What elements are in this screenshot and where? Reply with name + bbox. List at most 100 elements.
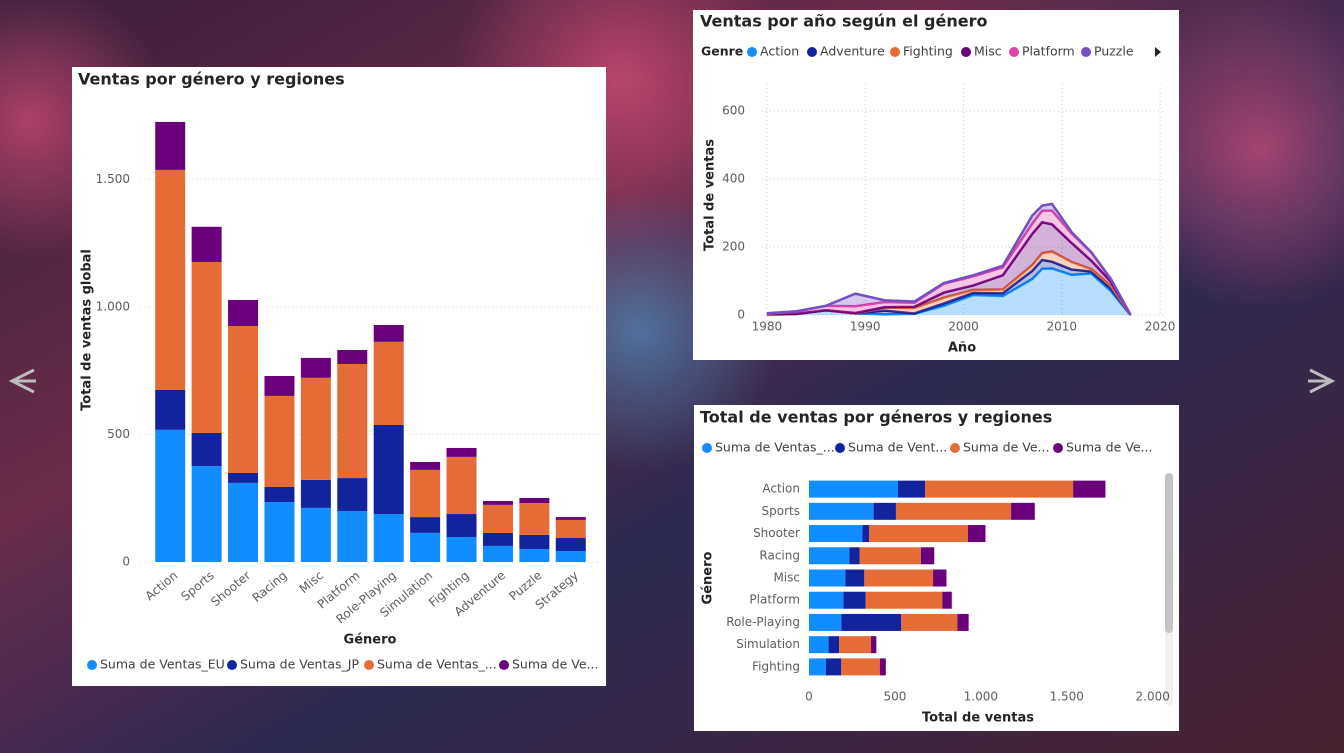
x-axis-title: Género	[344, 633, 397, 648]
scrollbar[interactable]	[1165, 473, 1173, 633]
legend-label: Platform	[1022, 44, 1075, 59]
bar-segment	[845, 569, 865, 587]
legend-label: Suma de Ve...	[512, 657, 598, 672]
y-tick-label: Misc	[773, 571, 800, 585]
area-fill	[766, 268, 1131, 315]
bar-segment	[957, 613, 969, 631]
bar-segment	[519, 497, 550, 504]
bar-segment	[873, 502, 896, 520]
x-tick-label: 1.000	[964, 690, 998, 704]
bar-segment	[228, 482, 259, 562]
chart-title: Ventas por género y regiones	[78, 70, 345, 89]
bar-segment	[264, 502, 295, 562]
legend-marker	[1009, 47, 1019, 57]
bar-segment	[849, 547, 860, 565]
bar-segment	[555, 551, 586, 562]
bar-segment	[555, 517, 586, 520]
bar-segment	[809, 613, 842, 631]
bar-segment	[901, 613, 958, 631]
area-fill	[766, 259, 1131, 315]
legend-marker	[364, 660, 374, 670]
bar-segment	[1011, 502, 1035, 520]
legend-label: Suma de Ventas_EU	[100, 657, 225, 672]
legend-title: Genre	[701, 44, 743, 59]
bar-segment	[898, 480, 925, 498]
bar-segment	[337, 364, 368, 479]
bar-segment	[841, 613, 902, 631]
legend-scroll-arrow[interactable]	[1155, 47, 1161, 57]
bar-segment	[809, 502, 874, 520]
bar-segment	[871, 636, 877, 654]
legend-marker	[499, 660, 509, 670]
area-fill	[766, 222, 1131, 315]
y-tick-label: Shooter	[753, 526, 800, 540]
legend-marker	[702, 443, 712, 453]
bar-segment	[446, 456, 477, 515]
bar-segment	[862, 525, 869, 543]
x-tick-label: 0	[805, 690, 813, 704]
bar-segment	[228, 326, 259, 473]
y-axis-title: Género	[701, 551, 716, 604]
area-line	[766, 220, 1132, 316]
bar-segment	[228, 299, 259, 327]
bar-segment	[446, 514, 477, 537]
bar-segment	[191, 226, 222, 262]
x-tick-label: 2020	[1145, 320, 1176, 334]
legend-label: Action	[760, 44, 799, 59]
y-tick-label: Simulation	[736, 637, 800, 651]
bar-segment	[410, 469, 441, 518]
legend-marker	[747, 47, 757, 57]
bar-segment	[839, 636, 872, 654]
bar-segment	[967, 525, 986, 543]
chart-title: Total de ventas por géneros y regiones	[700, 408, 1052, 427]
bar-segment	[841, 658, 880, 676]
bar-segment	[264, 486, 295, 503]
bar-segment	[825, 658, 842, 676]
y-tick-label: 1.500	[96, 172, 130, 186]
legend-label: Adventure	[820, 44, 885, 59]
legend-marker	[950, 443, 960, 453]
bar-segment	[843, 591, 866, 609]
bar-segment	[809, 480, 899, 498]
legend-label: Suma de Ventas_...	[377, 657, 497, 672]
bar-segment	[809, 525, 863, 543]
bar-segment	[555, 538, 586, 552]
x-tick-label: 1.500	[1050, 690, 1084, 704]
bar-segment	[924, 480, 1074, 498]
bar-segment	[264, 376, 295, 396]
legend-label: Suma de Ve...	[963, 440, 1049, 455]
legend-label: Suma de Ventas_...	[715, 440, 835, 455]
legend-label: Misc	[974, 44, 1002, 59]
bar-segment	[828, 636, 840, 654]
bar-segment	[155, 121, 186, 170]
bar-segment	[859, 547, 921, 565]
prev-page-arrow[interactable]	[8, 368, 36, 394]
next-page-arrow[interactable]	[1308, 368, 1336, 394]
legend-label: Fighting	[903, 44, 953, 59]
bar-segment	[519, 534, 550, 549]
x-tick-label: 2000	[948, 320, 979, 334]
bar-segment	[482, 504, 513, 533]
bar-segment	[155, 429, 186, 562]
bar-segment	[519, 548, 550, 562]
x-axis-title: Año	[948, 341, 976, 356]
bar-segment	[337, 350, 368, 365]
legend-marker	[835, 443, 845, 453]
y-tick-label: Action	[762, 482, 800, 496]
bar-segment	[373, 324, 404, 342]
bar-segment	[809, 569, 846, 587]
bar-segment	[191, 261, 222, 433]
x-tick-label: 2010	[1047, 320, 1078, 334]
bar-segment	[942, 591, 952, 609]
bar-segment	[300, 377, 331, 480]
y-tick-label: Role-Playing	[726, 615, 800, 629]
bar-segment	[555, 519, 586, 539]
y-tick-label: 600	[722, 104, 745, 118]
legend-label: Suma de Ventas_JP	[240, 657, 359, 672]
bar-segment	[191, 432, 222, 467]
legend-marker	[1081, 47, 1091, 57]
bar-segment	[895, 502, 1012, 520]
legend-marker	[87, 660, 97, 670]
y-tick-label: 0	[737, 308, 745, 322]
